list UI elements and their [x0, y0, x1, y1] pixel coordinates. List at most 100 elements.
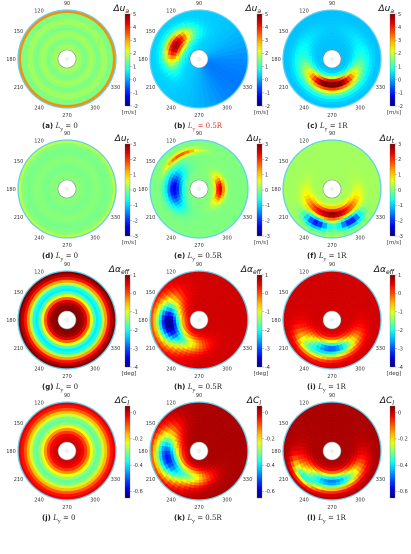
heatmap-cell: [327, 19, 332, 22]
heatmap-cell: [67, 305, 69, 308]
heatmap-cell: [358, 189, 361, 193]
heatmap-cell: [107, 314, 110, 320]
colorbar-tick-label: 2: [398, 157, 401, 163]
panel-a: 90120150180210240270300330543210-1-2Δua[…: [6, 1, 138, 119]
heatmap-cell: [309, 56, 312, 59]
colorbar-tick-label: 0: [398, 188, 401, 194]
heatmap-cell: [67, 163, 70, 166]
heatmap-cell: [372, 53, 375, 59]
heatmap-cell: [199, 41, 201, 44]
heatmap-cell: [67, 280, 72, 283]
heatmap-cell: [167, 59, 170, 63]
heatmap-cell: [194, 93, 199, 96]
heatmap-cell: [194, 91, 199, 94]
heatmap-cell: [62, 21, 67, 24]
heatmap-cell: [104, 54, 107, 59]
heatmap-cell: [292, 59, 295, 64]
heatmap-cell: [67, 308, 69, 311]
heatmap-cell: [65, 329, 67, 332]
heatmap-cell: [231, 184, 234, 189]
heatmap-cell: [67, 41, 69, 44]
heatmap-cell: [67, 357, 72, 360]
angle-tick-label: 150: [279, 29, 289, 35]
heatmap-cell: [99, 320, 102, 325]
heatmap-cell: [67, 300, 70, 303]
heatmap-cell: [366, 54, 369, 59]
heatmap-cell: [67, 174, 69, 177]
heatmap-cell: [231, 59, 234, 64]
heatmap-cell: [170, 185, 173, 189]
heatmap-cell: [199, 308, 201, 311]
heatmap-cell: [63, 30, 67, 33]
heatmap-cell: [104, 184, 107, 189]
heatmap-cell: [195, 215, 199, 218]
angle-tick-label: 330: [376, 85, 386, 91]
heatmap-cell: [67, 91, 72, 94]
angle-tick-label: 240: [166, 105, 176, 111]
colorbar-tick-label: -1: [133, 310, 138, 316]
heatmap-cell: [197, 71, 199, 74]
heatmap-cell: [196, 206, 199, 209]
heatmap-cell: [355, 189, 358, 192]
heatmap-cell: [328, 85, 332, 88]
heatmap-cell: [195, 27, 199, 30]
heatmap-cell: [332, 44, 334, 47]
heatmap-cell: [332, 218, 336, 221]
heatmap-cell: [65, 335, 67, 338]
colorbar-tick-label: -1: [398, 203, 403, 209]
heatmap-cell: [99, 315, 102, 320]
quantity-title: Δαeff: [108, 265, 130, 276]
panel-e: 901201501802102402703003303210-1-2-3Δut[…: [138, 131, 270, 249]
heatmap-cell: [62, 226, 67, 229]
heatmap-cell: [67, 291, 71, 294]
heatmap-cell: [63, 349, 67, 352]
heatmap-cell: [199, 174, 201, 177]
heatmap-cell: [67, 285, 72, 288]
colorbar-tick-label: 5: [133, 12, 136, 18]
heatmap-cell: [300, 59, 303, 63]
heatmap-cell: [199, 36, 202, 39]
heatmap-cell: [306, 186, 309, 189]
heatmap-cell: [61, 146, 67, 149]
angle-tick-label: 90: [196, 1, 202, 7]
heatmap-cell: [239, 59, 242, 65]
angle-tick-label: 150: [146, 29, 156, 35]
heatmap-cell: [329, 76, 332, 79]
heatmap-cell: [161, 59, 164, 64]
heatmap-cell: [199, 19, 204, 22]
heatmap-cell: [32, 189, 35, 194]
colorbar: [257, 144, 262, 236]
colorbar-tick-label: 1: [133, 64, 136, 70]
heatmap-cell: [369, 184, 372, 189]
angle-tick-label: 150: [14, 290, 24, 296]
heatmap-cell: [199, 151, 204, 154]
heatmap-cell: [344, 59, 347, 61]
heatmap-cell: [67, 93, 72, 96]
heatmap-cell: [332, 163, 335, 166]
heatmap-cell: [96, 316, 99, 320]
colorbar-tick-label: -4: [133, 365, 138, 371]
heatmap-cell: [199, 85, 203, 88]
heatmap-cell: [303, 185, 306, 189]
heatmap-cell: [199, 21, 204, 24]
colorbar-tick-label: -2: [133, 218, 138, 224]
colorbar-tick-label: 3: [265, 38, 268, 44]
heatmap-cell: [87, 59, 90, 62]
heatmap-cell: [366, 59, 369, 64]
angle-tick-label: 180: [271, 187, 281, 193]
heatmap-cell: [199, 149, 204, 152]
heatmap-cell: [62, 280, 67, 283]
unit-label: [m/s]: [122, 110, 136, 116]
heatmap-cell: [176, 186, 179, 189]
heatmap-cell: [330, 204, 332, 207]
heatmap-cell: [332, 19, 337, 22]
heatmap-cell: [193, 146, 199, 149]
heatmap-cell: [193, 229, 199, 232]
colorbar-tick-label: -1: [265, 91, 270, 97]
heatmap-cell: [194, 154, 199, 157]
heatmap-cell: [79, 59, 82, 61]
heatmap-cell: [236, 189, 239, 194]
colorbar-tick-label: -3: [133, 346, 138, 352]
heatmap-cell: [79, 320, 82, 322]
